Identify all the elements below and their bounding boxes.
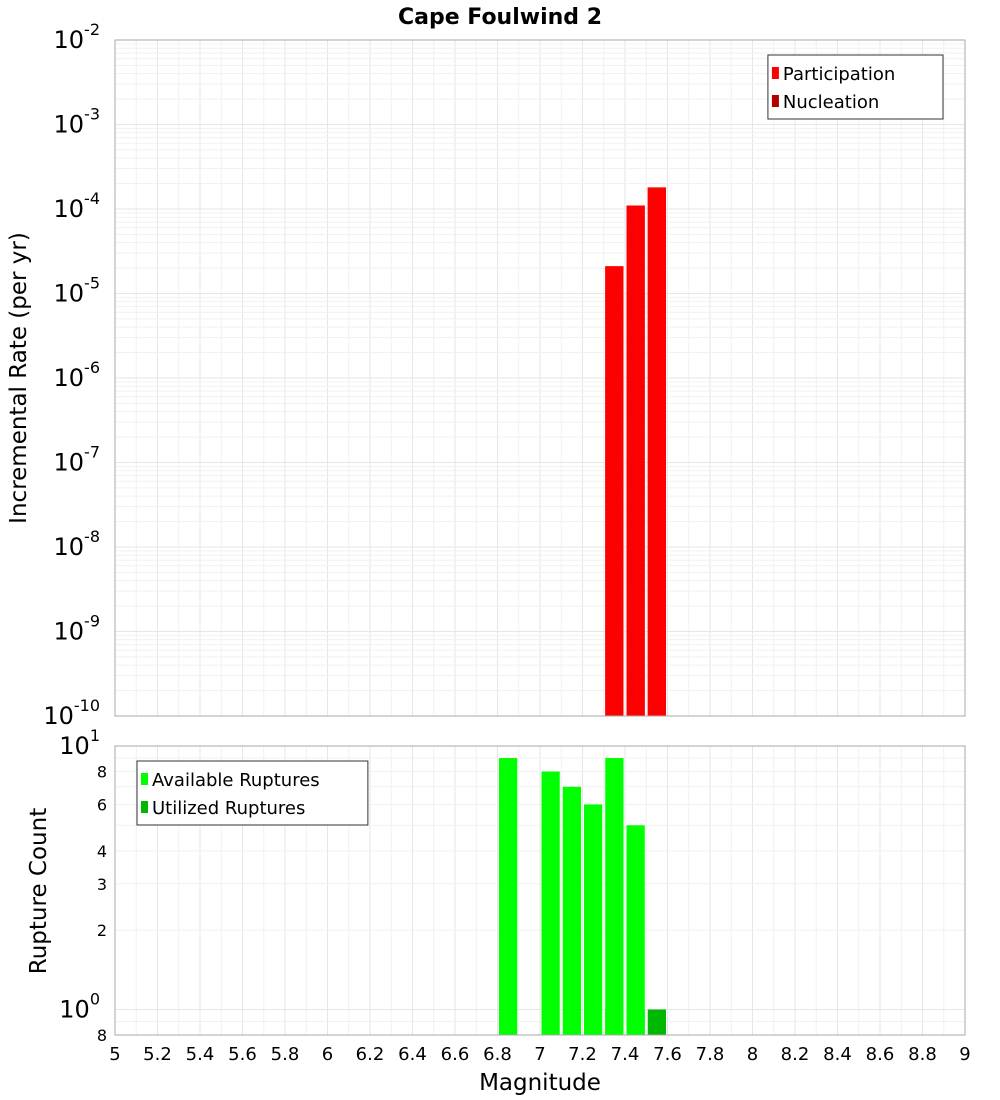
- legend-label: Nucleation: [783, 92, 879, 113]
- top-legend: Participation Nucleation: [767, 54, 944, 120]
- y-tick-label: 2: [97, 921, 107, 940]
- legend-label: Available Ruptures: [152, 770, 320, 791]
- x-tick-label: 6: [322, 1044, 333, 1065]
- y-tick-label: 10-6: [54, 358, 101, 392]
- y-tick-label: 101: [59, 726, 100, 760]
- bottom-plot-frame: [114, 745, 966, 1036]
- x-tick-label: 5.2: [143, 1044, 172, 1065]
- x-tick-label: 8.6: [866, 1044, 895, 1065]
- x-tick-label: 8: [747, 1044, 758, 1065]
- x-tick-label: 7.2: [568, 1044, 597, 1065]
- legend-swatch: [771, 95, 779, 107]
- y-tick-label: 100: [59, 989, 100, 1023]
- legend-swatch: [141, 801, 148, 813]
- y-tick-label: 10-10: [43, 696, 100, 730]
- legend-swatch: [141, 773, 148, 785]
- y-tick-label: 10-5: [54, 274, 101, 308]
- bar-utilized-ruptures: [647, 1009, 666, 1035]
- x-tick-label: 5.8: [271, 1044, 300, 1065]
- bar-available-ruptures: [605, 758, 624, 1035]
- y-tick-label: 10-3: [54, 105, 101, 139]
- legend-box: [136, 760, 369, 826]
- x-tick-label: 7.8: [696, 1044, 725, 1065]
- bottom-legend: Available Ruptures Utilized Ruptures: [136, 760, 369, 826]
- y-tick-label: 10-9: [54, 612, 101, 646]
- y-tick-label: 10-4: [54, 189, 101, 223]
- top-plot-frame: [114, 39, 966, 717]
- bar-available-ruptures: [562, 786, 581, 1035]
- y-tick-label: 8: [97, 1026, 107, 1045]
- x-tick-label: 6.8: [483, 1044, 512, 1065]
- y-tick-label: 10-2: [54, 20, 101, 54]
- x-axis-ticks: 5 5.2 5.4 5.6 5.8 6 6.2 6.4 6.6 6.8 7 7.2 7.4 7.6 7.8 8…: [109, 1044, 970, 1065]
- bottom-bars: [499, 758, 666, 1035]
- legend-label: Utilized Ruptures: [152, 798, 305, 819]
- x-tick-label: 7.6: [653, 1044, 682, 1065]
- x-tick-label: 6.4: [398, 1044, 427, 1065]
- x-tick-label: 5.6: [228, 1044, 257, 1065]
- y-tick-label: 4: [97, 842, 107, 861]
- x-tick-label: 7: [534, 1044, 545, 1065]
- top-y-axis-ticks: 10-10 10-9 10-8 10-7 10-6 10-5 10-4 10-3 10-2: [43, 20, 100, 730]
- bar-available-ruptures: [626, 825, 645, 1035]
- y-tick-label: 10-7: [54, 443, 101, 477]
- top-y-axis-label: Incremental Rate (per yr): [6, 232, 32, 524]
- x-tick-label: 5.4: [186, 1044, 215, 1065]
- bar-available-ruptures: [541, 771, 560, 1035]
- y-tick-label: 3: [97, 875, 107, 894]
- x-tick-label: 6.2: [356, 1044, 385, 1065]
- chart-title: Cape Foulwind 2: [398, 5, 602, 30]
- legend-box: [767, 54, 944, 120]
- bar-available-ruptures: [499, 758, 518, 1035]
- y-tick-label: 10-8: [54, 527, 101, 561]
- x-tick-label: 9: [959, 1044, 970, 1065]
- legend-label: Participation: [783, 64, 895, 85]
- x-tick-label: 8.2: [781, 1044, 810, 1065]
- top-grid: [114, 39, 966, 717]
- x-tick-label: 8.8: [908, 1044, 937, 1065]
- bar-participation: [647, 187, 666, 717]
- y-tick-label: 6: [97, 795, 107, 814]
- x-tick-label: 5: [109, 1044, 120, 1065]
- x-tick-label: 7.4: [611, 1044, 640, 1065]
- x-tick-label: 6.6: [441, 1044, 470, 1065]
- top-bars: [605, 187, 666, 717]
- bar-participation: [605, 266, 624, 716]
- bar-available-ruptures: [584, 804, 603, 1035]
- x-axis-label: Magnitude: [479, 1070, 601, 1096]
- y-tick-label: 8: [97, 763, 107, 782]
- bottom-y-axis-label: Rupture Count: [26, 808, 52, 974]
- bar-participation: [626, 205, 645, 716]
- bottom-y-axis-ticks: 8 100 2 3 4 6 8 101: [59, 726, 107, 1045]
- x-tick-label: 8.4: [823, 1044, 852, 1065]
- legend-swatch: [771, 67, 779, 79]
